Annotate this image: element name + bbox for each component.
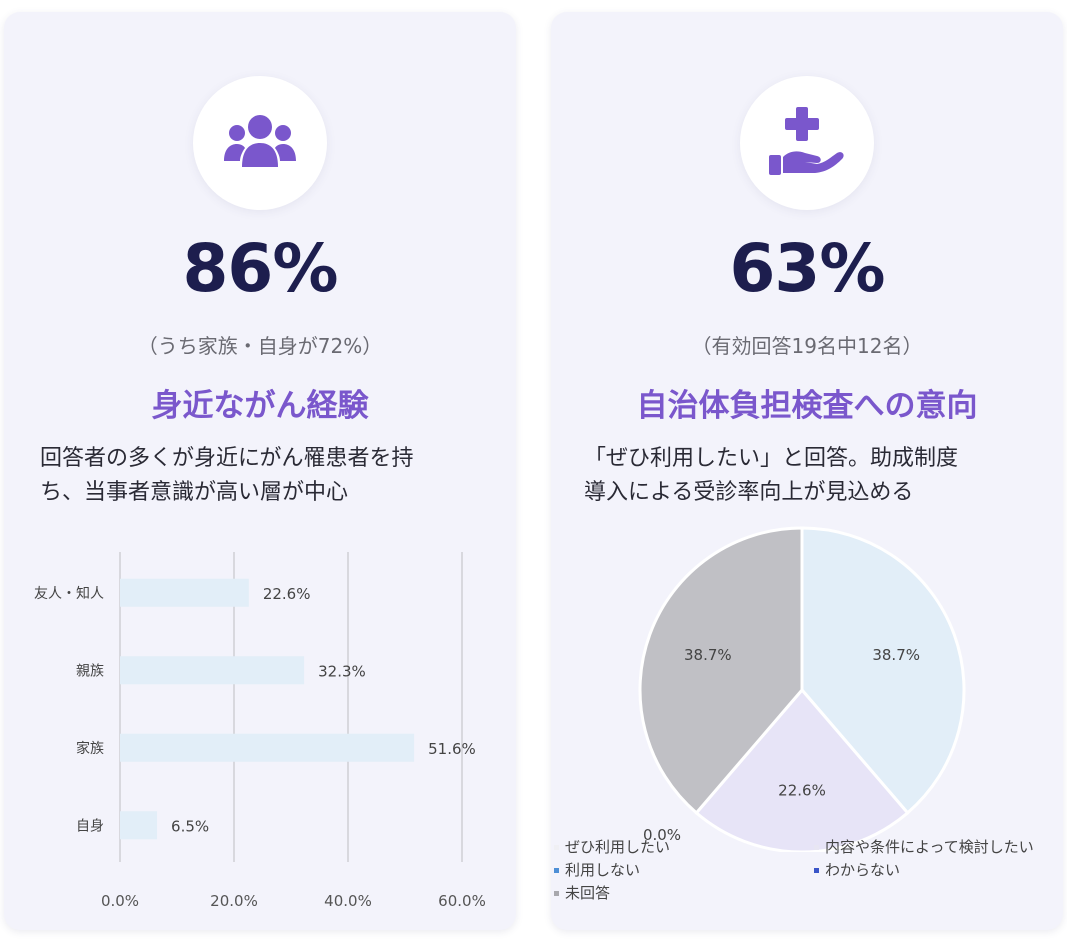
- x-tick-label: 60.0%: [438, 892, 486, 910]
- x-tick-label: 40.0%: [324, 892, 372, 910]
- category-label: 親族: [76, 663, 104, 679]
- big-percentage: 86%: [182, 230, 339, 307]
- legend-label: 未回答: [565, 884, 611, 902]
- bar: [120, 656, 305, 685]
- intention-pie-chart: 38.7% 22.6% 0.0% 38.7%: [638, 526, 966, 852]
- legend-item: わからない: [814, 859, 900, 880]
- card-heading: 身近ながん経験: [151, 388, 369, 424]
- category-label: 自身: [76, 818, 104, 834]
- users-group-icon: [224, 115, 296, 167]
- slice-label: 38.7%: [872, 646, 920, 664]
- value-label: 6.5%: [171, 817, 209, 835]
- slice-label: 22.6%: [778, 781, 826, 799]
- description: 「ぜひ利用したい」と回答。助成制度 導入による受診率向上が見込める: [584, 442, 1034, 510]
- intention-card: 63% （有効回答19名中12名） 自治体負担検査への意向 「ぜひ利用したい」と…: [551, 12, 1063, 930]
- value-label: 22.6%: [263, 585, 311, 603]
- icon-badge: [193, 76, 327, 210]
- bar: [120, 811, 158, 840]
- legend-swatch: [554, 891, 559, 896]
- pie-slice: [638, 526, 804, 815]
- icon-badge: [740, 76, 874, 210]
- bar: [120, 578, 249, 607]
- value-label: 51.6%: [428, 740, 476, 758]
- legend-item: 利用しない: [554, 859, 640, 880]
- legend-label: ぜひ利用したい: [565, 838, 671, 856]
- legend-item: 内容や条件によって検討したい: [814, 836, 1034, 857]
- description-line: 導入による受診率向上が見込める: [584, 480, 914, 505]
- description-line: ち、当事者意識が高い層が中心: [40, 480, 349, 505]
- x-tick-label: 0.0%: [101, 892, 139, 910]
- legend-item: ぜひ利用したい: [554, 836, 670, 857]
- big-percentage: 63%: [729, 230, 886, 307]
- experience-card: 86% （うち家族・自身が72%） 身近ながん経験 回答者の多くが身近にがん罹患…: [4, 12, 516, 930]
- subtitle: （うち家族・自身が72%）: [137, 334, 383, 358]
- description: 回答者の多くが身近にがん罹患者を持 ち、当事者意識が高い層が中心: [40, 442, 490, 510]
- slice-label: 38.7%: [684, 646, 732, 664]
- x-tick-label: 20.0%: [210, 892, 258, 910]
- legend-label: わからない: [825, 861, 901, 879]
- value-label: 32.3%: [318, 662, 366, 680]
- legend-swatch: [554, 845, 559, 850]
- card-heading: 自治体負担検査への意向: [636, 388, 978, 424]
- category-label: 友人・知人: [34, 585, 104, 602]
- relation-bar-chart: 0.0% 20.0% 40.0% 60.0% 友人・知人 22.6% 親族 32.3% 家族 51…: [34, 552, 486, 910]
- legend-label: 内容や条件によって検討したい: [825, 838, 1034, 856]
- pie-slice: [800, 526, 966, 815]
- subtitle: （有効回答19名中12名）: [691, 334, 923, 358]
- description-line: 回答者の多くが身近にがん罹患者を持: [40, 446, 414, 471]
- legend-item: 未回答: [554, 882, 610, 903]
- description-line: 「ぜひ利用したい」と回答。助成制度: [584, 446, 959, 471]
- legend-label: 利用しない: [565, 861, 641, 879]
- bar: [120, 733, 415, 762]
- hand-medical-cross-icon: [769, 107, 844, 175]
- legend-swatch: [814, 868, 819, 873]
- slice-label: 0.0%: [643, 826, 681, 844]
- legend-swatch: [814, 845, 819, 850]
- legend-swatch: [554, 868, 559, 873]
- category-label: 家族: [76, 740, 104, 757]
- pie-slice: [694, 687, 910, 852]
